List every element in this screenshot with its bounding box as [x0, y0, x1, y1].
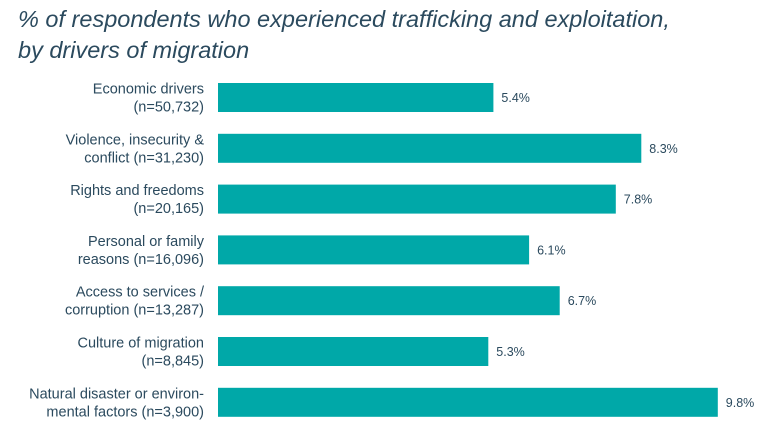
category-label-0: Economic drivers (n=50,732) — [93, 82, 204, 116]
bar-1 — [218, 133, 642, 163]
bar-2 — [218, 184, 616, 214]
value-label-6: 9.8% — [726, 396, 755, 410]
category-label-4: Access to services / corruption (n=13,287… — [65, 285, 205, 319]
bar-3 — [218, 235, 530, 265]
value-label-0: 5.4% — [501, 91, 530, 105]
value-label-2: 7.8% — [624, 193, 653, 207]
bar-6 — [218, 387, 718, 417]
category-label-line: mental factors (n=3,900) — [46, 404, 204, 420]
category-label-line: corruption (n=13,287) — [65, 303, 204, 319]
category-label-1: Violence, insecurity & conflict (n=31,230… — [66, 132, 205, 166]
category-label-line: Rights and freedoms — [70, 183, 204, 199]
bar-4 — [218, 286, 560, 316]
category-label-5: Culture of migration (n=8,845) — [77, 336, 204, 370]
category-label-line: Violence, insecurity & — [66, 132, 205, 148]
category-label-line: reasons (n=16,096) — [78, 252, 204, 268]
category-label-line: conflict (n=31,230) — [84, 150, 204, 166]
category-label-line: Personal or family — [88, 234, 205, 250]
bar-0 — [218, 83, 494, 112]
category-label-2: Rights and freedoms (n=20,165) — [70, 183, 204, 217]
category-label-line: Natural disaster or environ- — [29, 386, 204, 402]
category-label-line: (n=20,165) — [133, 201, 204, 217]
category-label-6: Natural disaster or environ-mental facto… — [29, 386, 204, 420]
category-label-line: Economic drivers — [93, 82, 204, 98]
category-label-line: (n=50,732) — [133, 100, 204, 116]
chart-title: % of respondents who experienced traffic… — [18, 6, 670, 63]
category-label-line: (n=8,845) — [142, 354, 204, 370]
category-label-line: Access to services / — [76, 285, 205, 301]
category-label-3: Personal or family reasons (n=16,096) — [78, 234, 205, 268]
category-label-line: Culture of migration — [77, 336, 204, 352]
value-label-5: 5.3% — [496, 345, 525, 359]
value-label-3: 6.1% — [537, 243, 566, 257]
value-label-1: 8.3% — [649, 142, 678, 156]
bar-5 — [218, 337, 489, 366]
value-label-4: 6.7% — [568, 294, 597, 308]
